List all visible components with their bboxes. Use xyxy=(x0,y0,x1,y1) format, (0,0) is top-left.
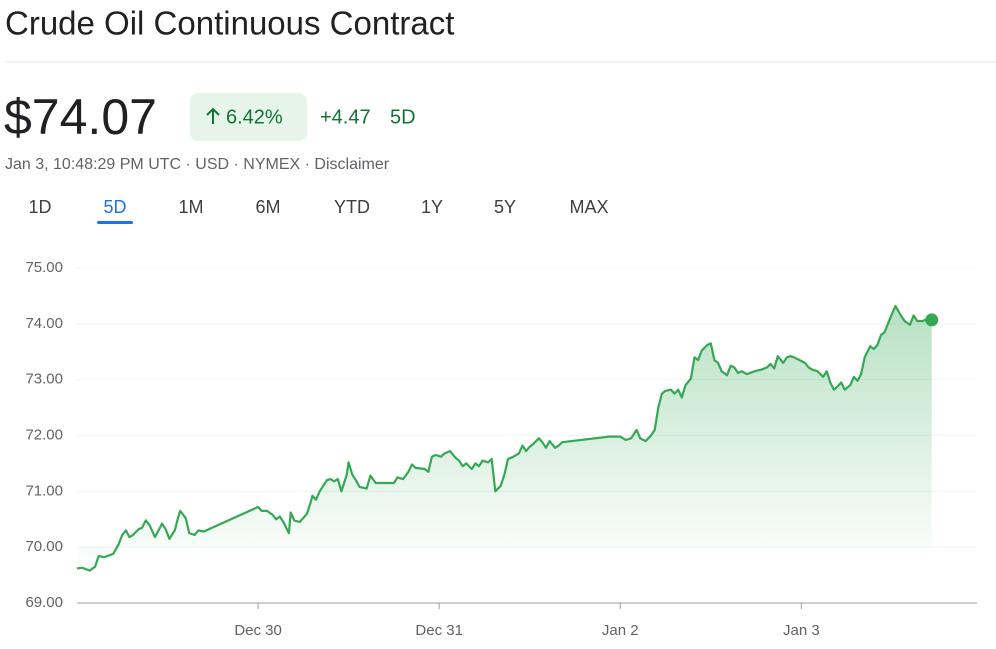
x-tick-label: Dec 30 xyxy=(234,622,282,639)
y-tick-label: 69.00 xyxy=(25,594,63,611)
plot: 69.00 70.00 71.00 72.00 73.00 74.00 75.00 Dec 3… xyxy=(25,259,977,639)
y-tick-label: 75.00 xyxy=(25,259,63,276)
range-tab[interactable]: 5D xyxy=(103,197,126,217)
x-tick-label: Dec 31 xyxy=(415,622,463,639)
y-tick-label: 74.00 xyxy=(25,315,63,332)
range-tab[interactable]: 1Y xyxy=(421,197,443,217)
x-tick-label: Jan 3 xyxy=(783,622,820,639)
last-point xyxy=(925,313,939,327)
range-tab[interactable]: YTD xyxy=(334,197,370,217)
change-percent: 6.42% xyxy=(226,106,283,128)
range-tab[interactable]: MAX xyxy=(569,197,608,217)
y-tick-label: 71.00 xyxy=(25,482,63,499)
quote-info: Jan 3, 10:48:29 PM UTC · USD · NYMEX · D… xyxy=(5,156,390,173)
price: $74.07 xyxy=(4,89,157,145)
range-tab[interactable]: 6M xyxy=(255,197,280,217)
range-tab[interactable]: 1D xyxy=(28,197,51,217)
change-period: 5D xyxy=(390,106,416,128)
x-tick-label: Jan 2 xyxy=(602,622,639,639)
change-value: +4.47 xyxy=(320,106,371,128)
y-tick-label: 72.00 xyxy=(25,426,63,443)
range-tab[interactable]: 5Y xyxy=(494,197,516,217)
up-arrow xyxy=(206,107,220,124)
y-tick-label: 73.00 xyxy=(25,371,63,388)
tab-underline xyxy=(97,221,133,224)
range-tabs: 1D 5D 1M 6M YTD 1Y 5Y MAX xyxy=(28,197,609,224)
y-tick-label: 70.00 xyxy=(25,538,63,555)
range-tab[interactable]: 1M xyxy=(178,197,203,217)
change-badge xyxy=(190,93,307,141)
area xyxy=(77,306,932,571)
price-line xyxy=(76,304,932,572)
title: Crude Oil Continuous Contract xyxy=(5,5,454,42)
